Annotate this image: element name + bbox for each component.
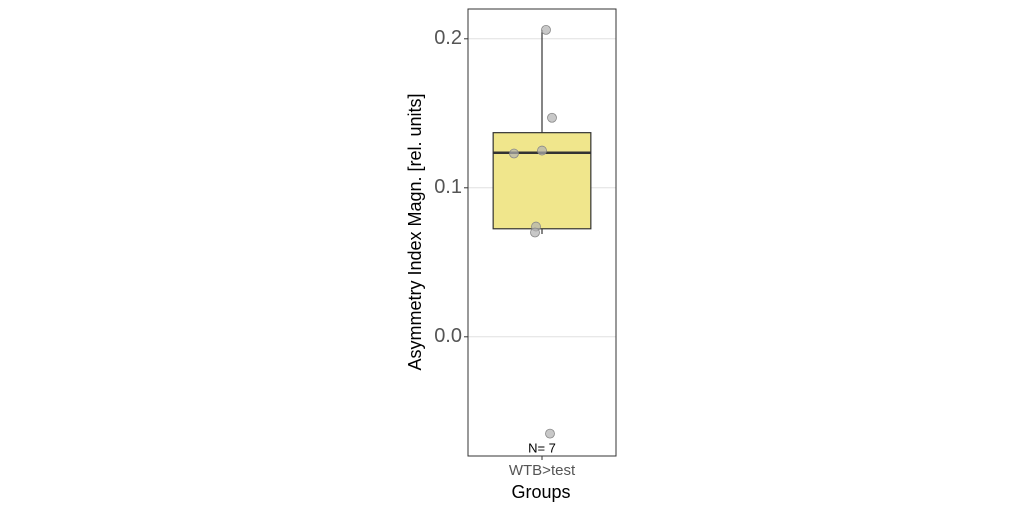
x-tick-label: WTB>test: [509, 462, 576, 479]
y-tick-label: 0.0: [434, 325, 462, 347]
data-point: [547, 112, 557, 123]
data-point: [537, 145, 547, 156]
y-tick-label: 0.1: [434, 176, 462, 198]
data-point: [545, 428, 555, 439]
data-point: [541, 24, 551, 35]
y-tick-label: 0.2: [434, 27, 462, 49]
data-point: [530, 227, 540, 238]
data-point: [509, 148, 519, 159]
y-axis-title: Asymmetry Index Magn. [rel. units]: [405, 93, 425, 370]
x-axis-title: Groups: [511, 482, 570, 502]
plot-frame: [467, 8, 617, 457]
annotation: N= 7: [528, 440, 556, 455]
